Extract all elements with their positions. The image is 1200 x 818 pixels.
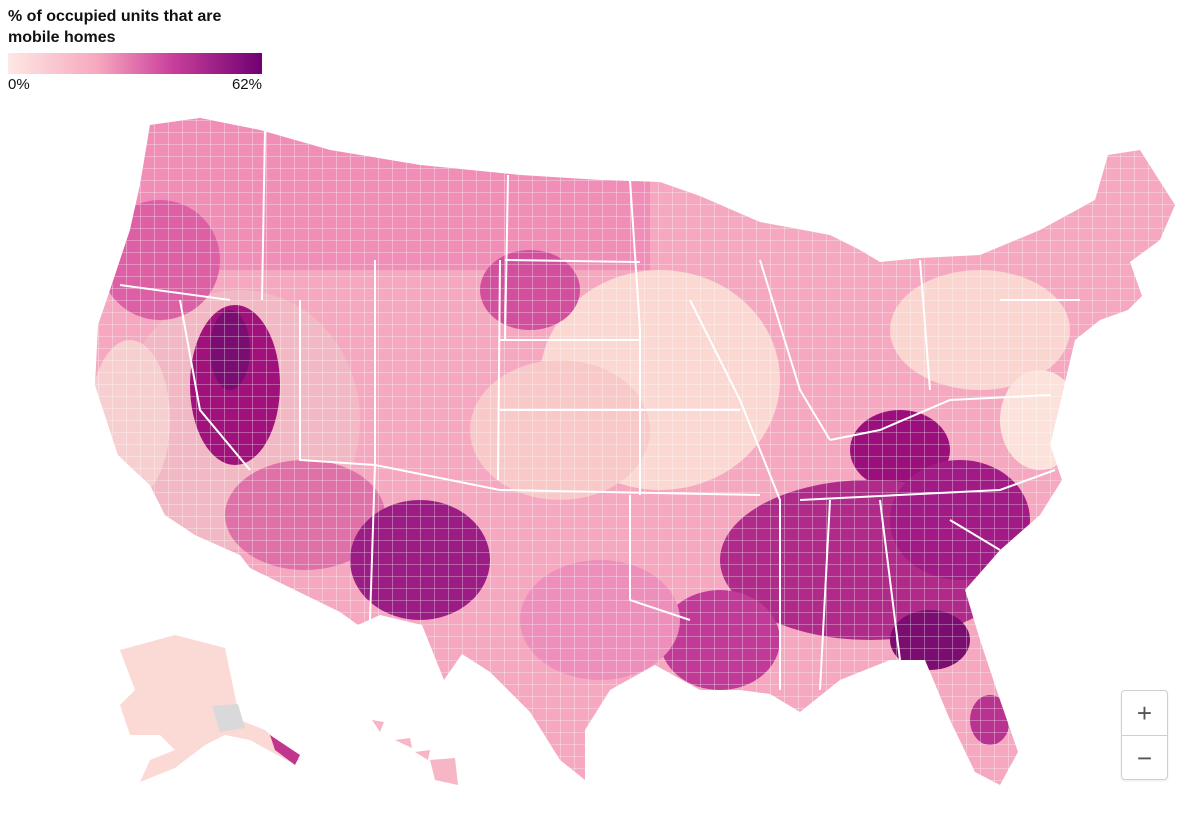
legend-color-scale [8, 53, 262, 74]
zoom-control: + − [1121, 690, 1168, 780]
legend: % of occupied units that are mobile home… [8, 6, 264, 94]
hawaii [372, 720, 458, 785]
legend-min-label: 0% [8, 76, 30, 93]
zoom-out-button[interactable]: − [1122, 735, 1167, 779]
missing-data-region [212, 704, 245, 732]
legend-title-line1: % of occupied units that are [8, 8, 222, 25]
alaska [120, 635, 300, 782]
legend-max-label: 62% [231, 76, 262, 93]
zoom-in-button[interactable]: + [1136, 697, 1153, 728]
legend-title-line2: mobile homes [8, 29, 116, 46]
legend-labels: 0% 62% [8, 74, 264, 94]
legend-title: % of occupied units that are mobile home… [8, 6, 264, 48]
